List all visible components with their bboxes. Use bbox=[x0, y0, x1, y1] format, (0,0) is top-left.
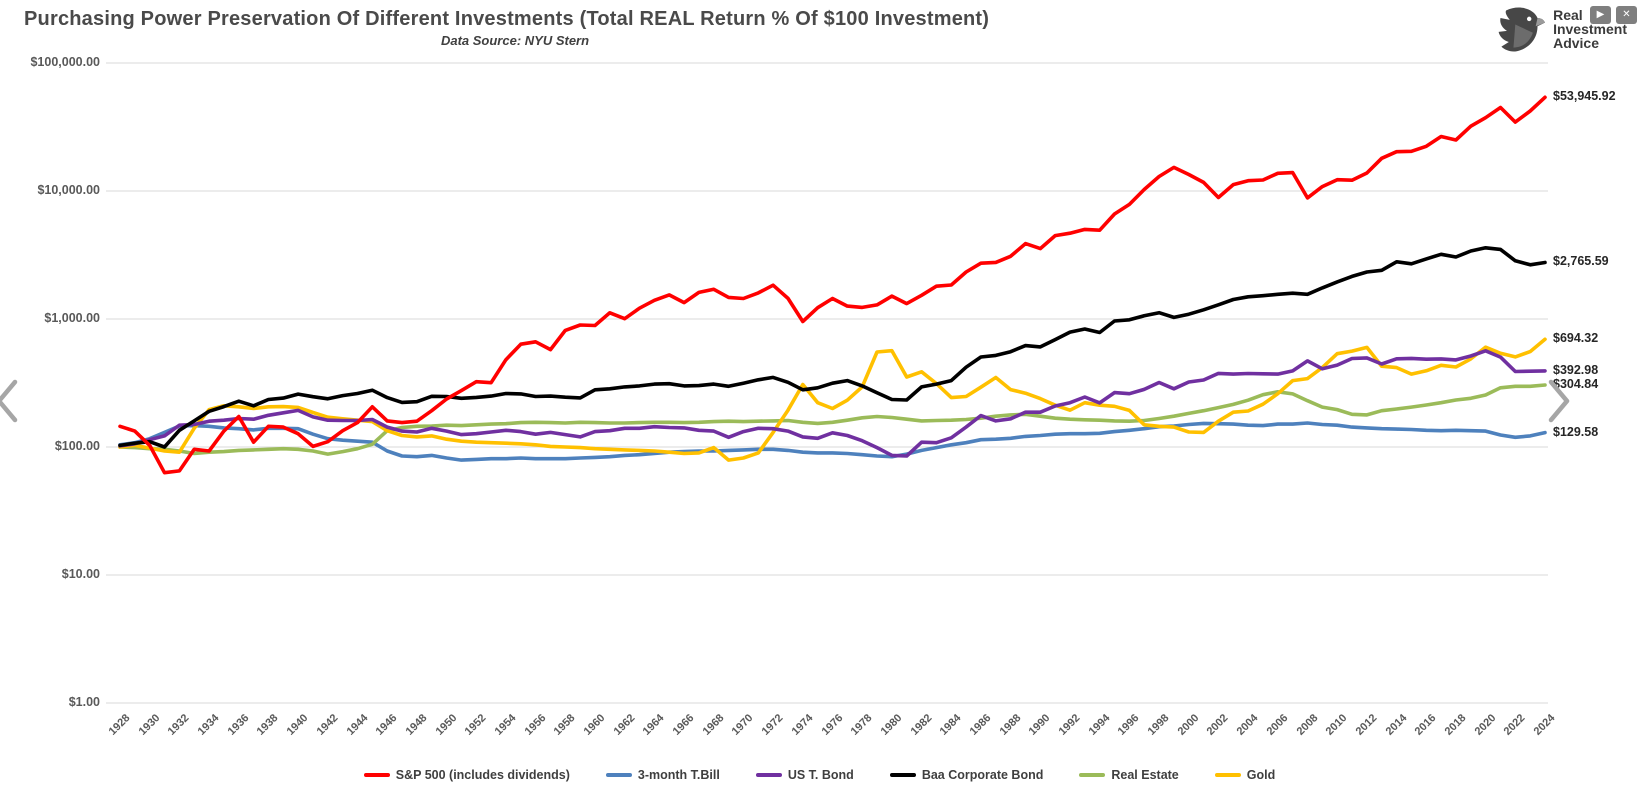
series-line-3-month-t-bill bbox=[118, 421, 1547, 462]
series-line-s-p-500-includes-dividends bbox=[118, 95, 1547, 475]
end-value-label-us-t-bond: $392.98 bbox=[1553, 362, 1599, 377]
legend-item-gold: Gold bbox=[1214, 768, 1276, 782]
y-tick-label: $10.00 bbox=[61, 567, 100, 581]
legend-item-us-t-bond: US T. Bond bbox=[755, 768, 854, 782]
eagle-icon bbox=[1491, 5, 1547, 55]
legend-label: Baa Corporate Bond bbox=[921, 768, 1044, 782]
series-line-gold bbox=[118, 337, 1547, 462]
prev-slide-button[interactable] bbox=[0, 378, 20, 424]
end-value-label-baa-corporate-bond: $2,765.59 bbox=[1553, 254, 1609, 269]
play-icon: ▶ bbox=[1596, 9, 1605, 20]
close-icon: ✕ bbox=[1622, 9, 1631, 20]
end-value-label-s-p-500-includes-dividends: $53,945.92 bbox=[1553, 89, 1616, 104]
brand-logo: Real Investment Advice bbox=[1491, 5, 1627, 55]
y-tick-label: $10,000.00 bbox=[37, 183, 100, 197]
legend-label: Gold bbox=[1246, 768, 1276, 782]
series-line-baa-corporate-bond bbox=[118, 246, 1547, 449]
chart-legend: S&P 500 (includes dividends) 3-month T.Bi… bbox=[0, 768, 1639, 782]
legend-item-baa-corporate-bond: Baa Corporate Bond bbox=[889, 768, 1044, 782]
legend-item-real-estate: Real Estate bbox=[1079, 768, 1179, 782]
next-slide-button[interactable] bbox=[1546, 378, 1572, 424]
brand-line-2: Investment bbox=[1553, 21, 1627, 37]
legend-swatch-icon bbox=[363, 772, 390, 778]
chevron-left-icon bbox=[0, 379, 18, 423]
y-tick-label: $1,000.00 bbox=[44, 311, 100, 325]
y-tick-label: $100.00 bbox=[54, 439, 100, 453]
legend-swatch-icon bbox=[1079, 772, 1106, 778]
legend-swatch-icon bbox=[1214, 772, 1241, 778]
legend-label: Real Estate bbox=[1111, 768, 1179, 782]
play-button[interactable]: ▶ bbox=[1590, 6, 1611, 24]
legend-swatch-icon bbox=[605, 772, 632, 778]
brand-line-3: Advice bbox=[1553, 35, 1599, 51]
brand-line-1: Real bbox=[1553, 7, 1583, 23]
legend-item-3-month-t-bill: 3-month T.Bill bbox=[605, 768, 720, 782]
close-button[interactable]: ✕ bbox=[1616, 6, 1637, 24]
chevron-right-icon bbox=[1548, 379, 1570, 423]
legend-label: 3-month T.Bill bbox=[637, 768, 720, 782]
legend-swatch-icon bbox=[889, 772, 916, 778]
legend-label: S&P 500 (includes dividends) bbox=[395, 768, 570, 782]
end-value-label-real-estate: $304.84 bbox=[1553, 377, 1599, 392]
y-tick-label: $1.00 bbox=[68, 695, 100, 709]
legend-swatch-icon bbox=[755, 772, 782, 778]
end-value-label-3-month-t-bill: $129.58 bbox=[1553, 424, 1599, 439]
series-line-real-estate bbox=[118, 383, 1547, 456]
y-tick-label: $100,000.00 bbox=[30, 55, 100, 69]
page-title: Purchasing Power Preservation Of Differe… bbox=[24, 8, 990, 30]
legend-item-s-p-500-includes-dividends: S&P 500 (includes dividends) bbox=[363, 768, 570, 782]
chart-subtitle: Data Source: NYU Stern bbox=[440, 33, 590, 48]
end-value-label-gold: $694.32 bbox=[1553, 331, 1599, 346]
legend-label: US T. Bond bbox=[787, 768, 854, 782]
